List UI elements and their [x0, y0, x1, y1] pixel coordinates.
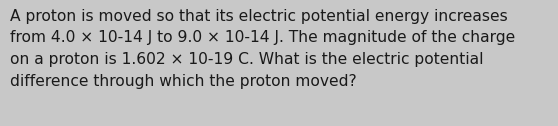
Text: A proton is moved so that its electric potential energy increases
from 4.0 × 10-: A proton is moved so that its electric p… [10, 9, 515, 89]
